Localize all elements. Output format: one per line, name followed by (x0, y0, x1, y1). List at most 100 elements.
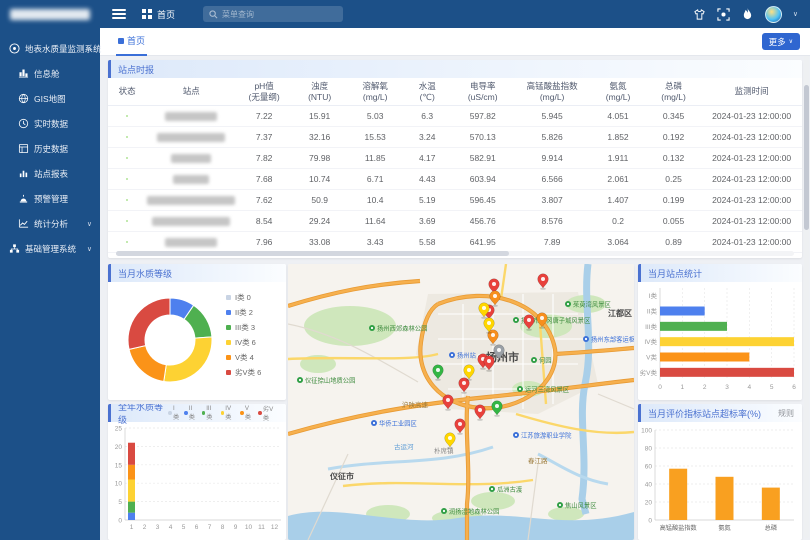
sidebar-item-5[interactable]: 站点报表 (0, 161, 100, 186)
map-poi-label[interactable]: 仪征捺山地质公园 (297, 376, 355, 385)
map-poi-label[interactable]: 江苏旅游职业学院 (513, 431, 572, 440)
stations-map[interactable]: 沪陕高速春江路古运河朴席镇仪征捺山地质公园扬州西郊森林公园扬州市蜀冈唐子城风景区… (288, 264, 634, 540)
svg-text:III类: III类 (645, 322, 657, 331)
value-cell: 456.76 (452, 216, 514, 226)
table-row[interactable]: 7.9633.083.435.58641.957.893.0640.892024… (108, 232, 802, 253)
home-link-label: 首页 (157, 8, 175, 21)
legend-item[interactable]: II类 (184, 405, 197, 421)
station-report-title: 站点时报 (118, 63, 154, 76)
col-header-0: 状态 (108, 86, 146, 97)
yearly-quality-legend[interactable]: I类 II类 III类 IV类V类劣V类 (168, 404, 278, 422)
table-row[interactable]: 7.3732.1615.533.24570.135.8261.8520.1922… (108, 127, 802, 148)
svg-text:I类 0: I类 0 (235, 292, 251, 302)
col-header-8: 氨氮(mg/L) (590, 81, 646, 102)
value-cell: 0.25 (646, 174, 702, 184)
legend-item[interactable]: III类 (202, 405, 217, 421)
table-hscrollbar-thumb[interactable] (116, 251, 509, 256)
more-button[interactable]: 更多∨ (762, 33, 800, 50)
svg-text:扬州西郊森林公园: 扬州西郊森林公园 (377, 324, 427, 333)
col-unit: (无量纲) (249, 92, 280, 103)
svg-text:25: 25 (115, 426, 123, 433)
map-poi-label[interactable]: 润扬湿地森林公园 (441, 507, 499, 516)
svg-text:15: 15 (115, 462, 123, 469)
map-poi-label[interactable]: 扬州西郊森林公园 (369, 324, 427, 333)
svg-text:润扬湿地森林公园: 润扬湿地森林公园 (449, 507, 499, 516)
sidebar-item-7[interactable]: 统计分析∨ (0, 211, 100, 236)
legend-item[interactable]: IV类 (221, 405, 237, 421)
svg-text:氨氮: 氨氮 (718, 524, 730, 532)
table-row[interactable]: 8.5429.2411.643.69456.768.5760.20.055202… (108, 211, 802, 232)
station-name-redacted (165, 112, 217, 121)
sidebar: 地表水质量监测系统∧信息舱GIS地图实时数据历史数据站点报表预警管理统计分析∨基… (0, 0, 100, 540)
value-cell: 603.94 (452, 174, 514, 184)
station-name-redacted (147, 196, 235, 205)
value-cell: 0.132 (646, 153, 702, 163)
base-system-icon (9, 243, 20, 254)
chevron-down-icon: ∨ (789, 38, 793, 45)
monthly-quality-donut-chart[interactable]: I类 0II类 2III类 3IV类 6V类 4劣V类 6 (108, 282, 286, 396)
col-header-10: 监测时间 (701, 86, 802, 97)
value-cell: 3.064 (590, 237, 646, 247)
monthly-quality-title: 当月水质等级 (118, 267, 172, 280)
chevron-down-icon[interactable]: ∨ (793, 10, 798, 18)
flame-icon[interactable] (741, 8, 754, 21)
tab-home[interactable]: 首页 (116, 27, 147, 56)
table-body: 7.2215.915.036.3597.825.9454.0510.345202… (108, 106, 802, 253)
svg-text:12: 12 (271, 524, 279, 531)
svg-text:2: 2 (143, 524, 147, 531)
svg-text:20: 20 (115, 444, 123, 451)
station-name-cell (146, 175, 236, 184)
main-content: 站点时报 状态站点pH值(无量纲)浊度(NTU)溶解氧(mg/L)水温(℃)电导… (100, 55, 810, 540)
trend-icon (18, 218, 29, 229)
topbar-home-link[interactable]: 首页 (140, 8, 175, 21)
map-panel: 沪陕高速春江路古运河朴席镇仪征捺山地质公园扬州西郊森林公园扬州市蜀冈唐子城风景区… (288, 264, 634, 540)
sidebar-item-1[interactable]: 信息舱 (0, 61, 100, 86)
value-cell: 7.37 (236, 132, 292, 142)
value-cell: 3.69 (403, 216, 452, 226)
theme-shirt-icon[interactable] (693, 8, 706, 21)
svg-text:4: 4 (169, 524, 173, 531)
svg-text:9: 9 (234, 524, 238, 531)
value-cell: 5.945 (514, 111, 590, 121)
sidebar-item-0[interactable]: 地表水质量监测系统∧ (0, 36, 100, 61)
legend-item[interactable]: V类 (240, 405, 254, 421)
rules-link[interactable]: 规则 (778, 408, 794, 419)
value-cell: 32.16 (292, 132, 348, 142)
sidebar-item-label: 基础管理系统 (25, 243, 76, 255)
sidebar-item-2[interactable]: GIS地图 (0, 86, 100, 111)
col-unit: (℃) (420, 92, 435, 103)
page-scrollbar-thumb[interactable] (804, 85, 809, 230)
sidebar-item-4[interactable]: 历史数据 (0, 136, 100, 161)
legend-item[interactable]: 劣V类 (258, 404, 278, 422)
sidebar-item-3[interactable]: 实时数据 (0, 111, 100, 136)
search-input[interactable]: 菜单查询 (203, 6, 343, 22)
table-row[interactable]: 7.6250.910.45.19596.453.8071.4070.199202… (108, 190, 802, 211)
table-row[interactable]: 7.6810.746.714.43603.946.5662.0610.25202… (108, 169, 802, 190)
map-poi-label[interactable]: 运河三湾风景区 (517, 385, 569, 394)
table-row[interactable]: 7.8279.9811.854.17582.919.9141.9110.1322… (108, 148, 802, 169)
svg-text:60: 60 (645, 464, 653, 471)
capture-icon[interactable] (717, 8, 730, 21)
svg-text:古运河: 古运河 (394, 442, 414, 451)
svg-text:100: 100 (641, 428, 652, 435)
map-poi-label[interactable]: 扬州东部客运枢纽 (583, 335, 634, 344)
user-avatar[interactable] (765, 6, 782, 23)
table-row[interactable]: 7.2215.915.036.3597.825.9454.0510.345202… (108, 106, 802, 127)
value-cell: 29.24 (292, 216, 348, 226)
chevron-down-icon: ∨ (87, 220, 92, 228)
svg-text:0: 0 (118, 518, 122, 525)
value-cell: 11.64 (347, 216, 403, 226)
legend-item[interactable]: I类 (168, 405, 180, 421)
sidebar-item-6[interactable]: 预警管理 (0, 186, 100, 211)
svg-text:3: 3 (156, 524, 160, 531)
value-cell: 6.566 (514, 174, 590, 184)
monthly-station-bar-chart[interactable]: 0123456I类II类III类IV类V类劣V类 (638, 282, 802, 394)
value-cell: 1.852 (590, 132, 646, 142)
menu-toggle-icon[interactable] (112, 9, 126, 19)
exceed-rate-bar-chart[interactable]: 020406080100高锰酸盐指数氨氮总磷 (638, 422, 802, 536)
yearly-quality-bar-chart[interactable]: 0510152025123456789101112 (108, 422, 286, 534)
station-name-redacted (165, 238, 217, 247)
sidebar-item-8[interactable]: 基础管理系统∨ (0, 236, 100, 261)
sidebar-item-label: 预警管理 (34, 193, 68, 205)
value-cell: 10.74 (292, 174, 348, 184)
